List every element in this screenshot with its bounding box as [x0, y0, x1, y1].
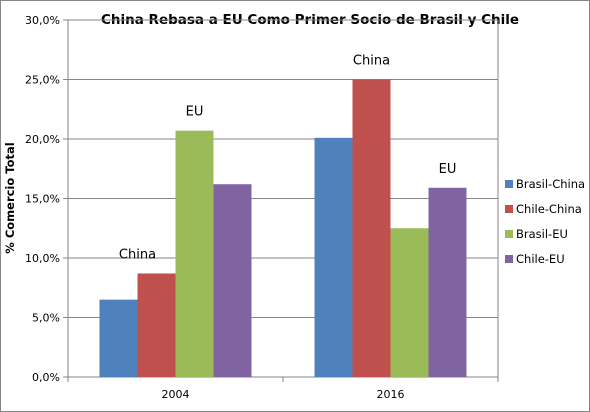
annotations: China EU China EU — [119, 54, 456, 263]
bar-brasil-china-2004 — [99, 299, 138, 377]
y-tick-label: 25,0% — [25, 74, 60, 87]
x-tick-label: 2016 — [377, 388, 405, 401]
legend-swatch — [505, 180, 513, 188]
bar-chile-eu-2004 — [213, 184, 252, 377]
bar-brasil-eu-2016 — [390, 228, 429, 377]
y-tick-label: 15,0% — [25, 193, 60, 206]
annotation-label: EU — [439, 162, 457, 177]
bar-chile-china-2004 — [137, 273, 176, 377]
y-tick-label: 5,0% — [32, 312, 60, 325]
y-tick-label: 0,0% — [32, 371, 60, 384]
bar-brasil-eu-2004 — [175, 130, 214, 377]
y-tick-label: 30,0% — [25, 14, 60, 27]
bar-chile-eu-2016 — [428, 187, 467, 377]
annotation-label: China — [119, 247, 156, 262]
x-tick-label: 2004 — [162, 388, 190, 401]
bar-chile-china-2016 — [352, 79, 391, 377]
legend-swatch — [505, 255, 513, 263]
legend-label: Brasil-China — [516, 177, 585, 191]
legend: Brasil-China Chile-China Brasil-EU Chile-EU — [505, 177, 585, 266]
bar-brasil-china-2016 — [314, 137, 353, 377]
legend-label: Brasil-EU — [516, 227, 568, 241]
y-tick-label: 20,0% — [25, 133, 60, 146]
y-axis-label: % Comercio Total — [3, 142, 17, 253]
legend-label: Chile-China — [516, 202, 582, 216]
tick-labels: 0,0% 5,0% 10,0% 15,0% 20,0% 25,0% 30,0% 2004 201… — [25, 14, 404, 401]
legend-swatch — [505, 230, 513, 238]
annotation-label: China — [353, 54, 390, 69]
bars — [99, 79, 467, 377]
annotation-label: EU — [186, 105, 204, 120]
legend-swatch — [505, 205, 513, 213]
axes — [63, 19, 499, 382]
y-tick-label: 10,0% — [25, 252, 60, 265]
legend-label: Chile-EU — [516, 252, 565, 266]
